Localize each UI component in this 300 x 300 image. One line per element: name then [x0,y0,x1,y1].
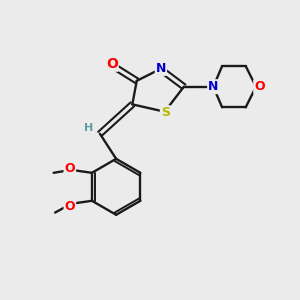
Text: O: O [64,162,75,175]
Text: N: N [208,80,218,93]
Text: S: S [161,106,170,119]
Text: N: N [156,62,166,75]
Text: O: O [64,200,75,213]
Text: O: O [254,80,265,93]
Text: H: H [83,123,93,133]
Text: O: O [106,57,118,71]
